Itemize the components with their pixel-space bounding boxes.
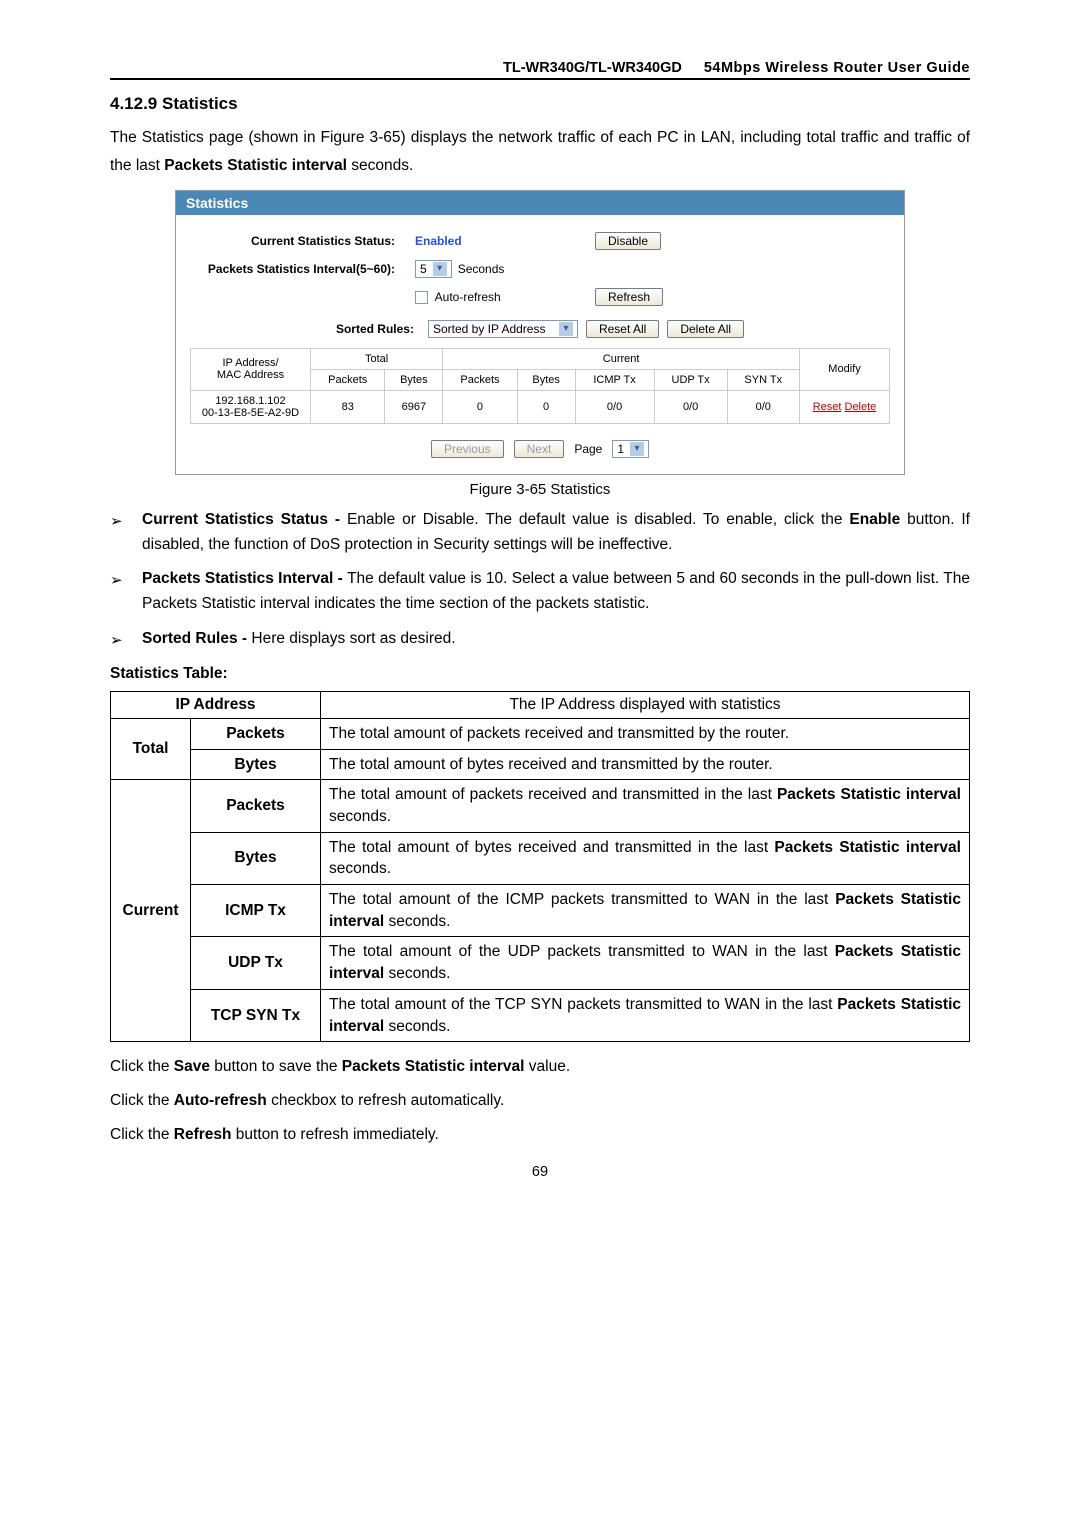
sorted-value: Sorted by IP Address	[433, 322, 546, 336]
prev-button[interactable]: Previous	[431, 440, 504, 458]
footer-line: Click the Auto-refresh checkbox to refre…	[110, 1092, 970, 1110]
col-current: Current	[443, 348, 800, 369]
cell-modify: Reset Delete	[800, 390, 890, 423]
bullet-text: Packets Statistics Interval - The defaul…	[142, 567, 970, 617]
chevron-down-icon: ▾	[630, 442, 644, 456]
desc-table: IP AddressThe IP Address displayed with …	[110, 691, 970, 1042]
page-select[interactable]: 1 ▾	[612, 440, 649, 458]
col-ipmac: IP Address/ MAC Address	[191, 348, 311, 390]
interval-select[interactable]: 5 ▾	[415, 260, 452, 278]
cell-ipmac: 192.168.1.10200-13-E8-5E-A2-9D	[191, 390, 311, 423]
cell-icmp: 0/0	[575, 390, 654, 423]
cell-c-bytes: 0	[517, 390, 575, 423]
pager: Previous Next Page 1 ▾	[190, 424, 890, 464]
autorefresh-label: Auto-refresh	[435, 290, 501, 304]
guide-label: 54Mbps Wireless Router User Guide	[704, 60, 970, 76]
interval-unit: Seconds	[458, 262, 505, 276]
statistics-screenshot: Statistics Current Statistics Status: En…	[175, 190, 905, 475]
col-icmp: ICMP Tx	[575, 369, 654, 390]
bullet-text: Sorted Rules - Here displays sort as des…	[142, 627, 970, 653]
cell-c-packets: 0	[443, 390, 517, 423]
cell-t-packets: 83	[311, 390, 385, 423]
bullet-text: Current Statistics Status - Enable or Di…	[142, 508, 970, 558]
delete-all-button[interactable]: Delete All	[667, 320, 744, 338]
intro-bold: Packets Statistic interval	[164, 157, 347, 174]
stat-titlebar: Statistics	[176, 191, 904, 218]
next-button[interactable]: Next	[514, 440, 565, 458]
delete-link[interactable]: Delete	[845, 401, 877, 413]
col-total: Total	[311, 348, 443, 369]
page-header: TL-WR340G/TL-WR340GD 54Mbps Wireless Rou…	[110, 60, 970, 80]
col-syn: SYN Tx	[727, 369, 799, 390]
footer-line: Click the Refresh button to refresh imme…	[110, 1126, 970, 1144]
col-total-bytes: Bytes	[385, 369, 443, 390]
page-number: 69	[110, 1164, 970, 1180]
intro-tail: seconds.	[347, 157, 413, 174]
reset-link[interactable]: Reset	[813, 401, 842, 413]
page-label: Page	[574, 442, 602, 456]
col-total-packets: Packets	[311, 369, 385, 390]
bullet-icon: ➢	[110, 627, 128, 653]
interval-label: Packets Statistics Interval(5~60):	[190, 262, 415, 276]
footer-lines: Click the Save button to save the Packet…	[110, 1058, 970, 1144]
figure-caption: Figure 3-65 Statistics	[110, 481, 970, 498]
refresh-button[interactable]: Refresh	[595, 288, 663, 306]
bullet-icon: ➢	[110, 567, 128, 617]
chevron-down-icon: ▾	[559, 322, 573, 336]
status-label: Current Statistics Status:	[190, 234, 415, 248]
footer-line: Click the Save button to save the Packet…	[110, 1058, 970, 1076]
col-cur-packets: Packets	[443, 369, 517, 390]
cell-syn: 0/0	[727, 390, 799, 423]
cell-udp: 0/0	[654, 390, 727, 423]
table-heading: Statistics Table:	[110, 665, 970, 683]
table-row: 192.168.1.10200-13-E8-5E-A2-9D 83 6967 0…	[191, 390, 890, 423]
interval-value: 5	[420, 262, 427, 276]
bullet-icon: ➢	[110, 508, 128, 558]
sorted-label: Sorted Rules:	[336, 322, 414, 336]
inner-stats-table: IP Address/ MAC Address Total Current Mo…	[190, 348, 890, 424]
disable-button[interactable]: Disable	[595, 232, 661, 250]
intro-paragraph: The Statistics page (shown in Figure 3-6…	[110, 124, 970, 180]
col-udp: UDP Tx	[654, 369, 727, 390]
chevron-down-icon: ▾	[433, 262, 447, 276]
model-label: TL-WR340G/TL-WR340GD	[503, 60, 682, 76]
reset-all-button[interactable]: Reset All	[586, 320, 659, 338]
col-modify: Modify	[800, 348, 890, 390]
bullet-list: ➢ Current Statistics Status - Enable or D…	[110, 508, 970, 653]
col-cur-bytes: Bytes	[517, 369, 575, 390]
cell-t-bytes: 6967	[385, 390, 443, 423]
section-title: 4.12.9 Statistics	[110, 94, 970, 114]
sorted-select[interactable]: Sorted by IP Address ▾	[428, 320, 578, 338]
status-value: Enabled	[415, 234, 462, 248]
page-value: 1	[617, 442, 624, 456]
autorefresh-checkbox[interactable]	[415, 291, 428, 304]
